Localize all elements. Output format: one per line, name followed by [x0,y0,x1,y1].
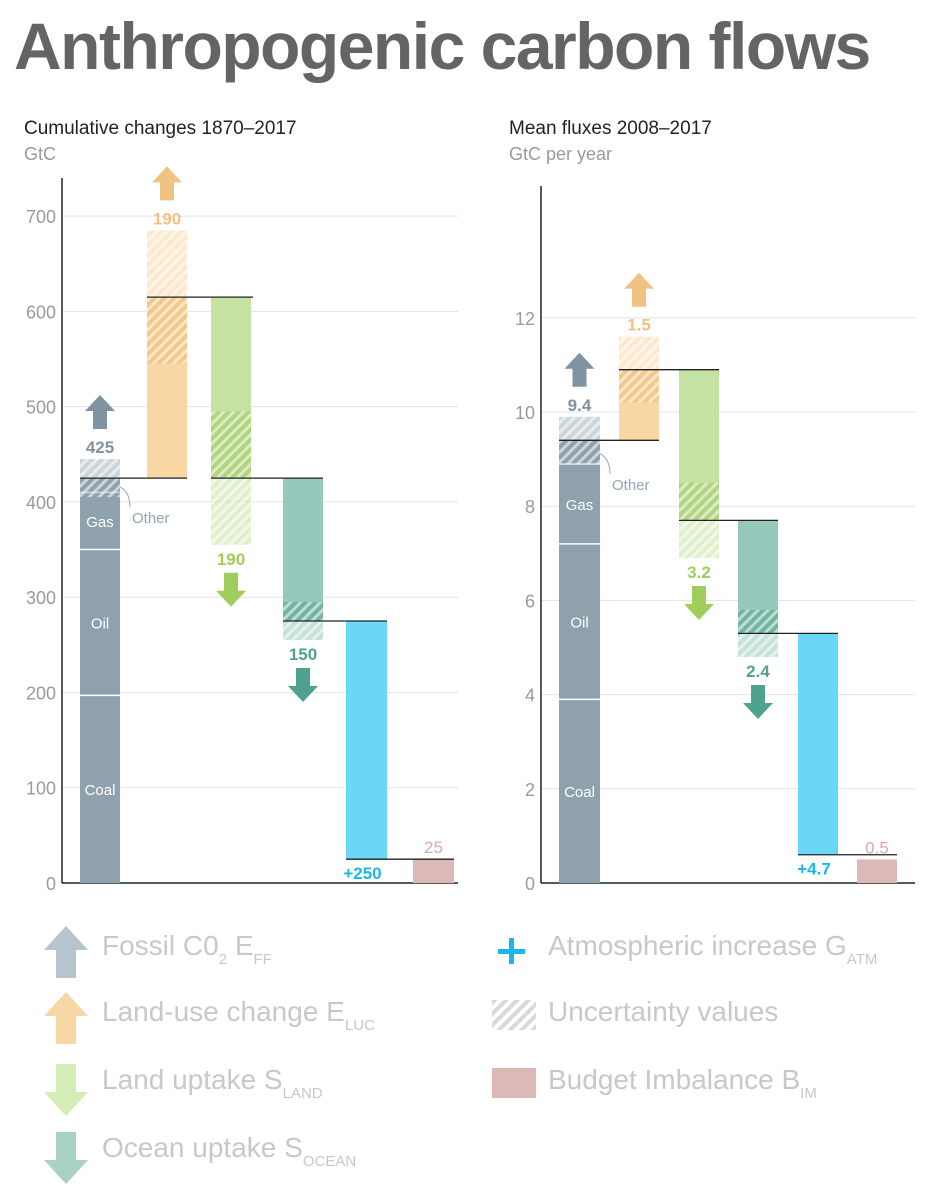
fossil-value-label: 425 [86,438,114,457]
ocean-uptake-value-label: 2.4 [746,662,770,681]
imbalance-swatch-icon [492,1068,536,1098]
legend-budget-imbalance: Budget Imbalance BIM [470,1058,940,1114]
y-tick-label: 6 [525,591,535,611]
budget-imbalance-bar [413,859,454,883]
y-tick-label: 0 [525,874,535,894]
legend-label-budget-imbalance: Budget Imbalance BIM [548,1064,817,1102]
legend-label-ocean-uptake: Ocean uptake SOCEAN [102,1132,357,1170]
atmospheric-increase-value-label: +4.7 [797,860,831,879]
y-tick-label: 100 [26,779,56,799]
y-tick-label: 8 [525,497,535,517]
legend-label-atmospheric-increase: Atmospheric increase GATM [548,930,878,968]
up-arrow-icon [44,992,88,1044]
budget-imbalance-value-label: 0.5 [865,838,889,857]
chart-title-cumulative: Cumulative changes 1870–2017 [24,118,297,139]
legend-ocean-uptake: Ocean uptake SOCEAN [0,1126,470,1184]
legend-land-uptake: Land uptake SLAND [0,1058,470,1116]
land-use-change-uncertainty-outer-hatch [619,336,659,370]
y-tick-label: 500 [26,398,56,418]
legend-fossil: Fossil C02 EFF [0,924,470,980]
y-tick-label: 700 [26,207,56,227]
legend-label-uncertainty: Uncertainty values [548,996,779,1027]
y-tick-label: 600 [26,302,56,322]
land-use-change-uncertainty-outer-hatch [147,230,187,298]
land-uptake-value-label: 190 [217,550,245,569]
land-use-change-value-label: 190 [153,209,181,228]
land-use-change-value-label: 1.5 [627,316,651,335]
fossil-up-arrow-icon [85,395,115,430]
ocean-uptake-down-arrow-icon [743,684,773,719]
axis-unit-cumulative: GtC [24,144,56,164]
y-tick-label: 200 [26,683,56,703]
legend-label-fossil: Fossil C02 EFF [102,930,272,968]
ocean-uptake-bar [283,478,323,622]
legend-label-land-uptake: Land uptake SLAND [102,1064,323,1102]
chart-title-mean: Mean fluxes 2008–2017 [509,118,712,139]
fossil-segment-label-gas: Gas [566,497,594,514]
budget-imbalance-value-label: 25 [424,838,443,857]
y-tick-label: 12 [515,309,535,329]
fossil-segment-label-gas: Gas [86,514,114,531]
legend-label-land-use-change: Land-use change ELUC [102,996,375,1034]
legend-uncertainty: Uncertainty values [470,990,940,1046]
fossil-segment-label-coal: Coal [564,784,595,801]
ocean-uptake-value-label: 150 [289,645,317,664]
land-use-change-up-arrow-icon [152,166,182,201]
land-uptake-value-label: 3.2 [687,563,711,582]
atmospheric-increase-bar [346,621,387,860]
fossil-up-arrow-icon [564,352,595,387]
land-uptake-uncertainty-outer-hatch [211,478,251,545]
legend-atmospheric-increase: Atmospheric increase GATM [470,924,940,980]
plus-icon [498,938,525,964]
ocean-uptake-down-arrow-icon [288,668,318,703]
fossil-bar [559,440,600,883]
budget-imbalance-bar [857,859,897,883]
land-uptake-uncertainty-outer-hatch [679,520,719,559]
page-title: Anthropogenic carbon flows [14,9,871,83]
atmospheric-increase-value-label: +250 [343,864,381,883]
land-uptake-down-arrow-icon [216,572,246,607]
legend-land-use-change: Land-use change ELUC [0,990,470,1046]
fossil-segment-label-other: Other [612,477,650,494]
y-tick-label: 300 [26,588,56,608]
ocean-uptake-uncertainty-outer-hatch [738,633,778,657]
charts-canvas: Cumulative changes 1870–2017GtC010020030… [24,118,915,894]
land-use-change-up-arrow-icon [624,272,654,307]
down-arrow-icon [44,1064,88,1116]
atmospheric-increase-bar [798,633,838,855]
fossil-segment-label-coal: Coal [85,782,116,799]
y-tick-label: 400 [26,493,56,513]
y-tick-label: 10 [515,403,535,423]
fossil-bar [80,478,120,883]
up-arrow-icon [44,926,88,978]
y-tick-label: 0 [46,874,56,894]
land-uptake-down-arrow-icon [684,586,714,621]
y-tick-label: 2 [525,780,535,800]
ocean-uptake-uncertainty-outer-hatch [283,621,323,641]
fossil-segment-label-other: Other [132,510,170,527]
down-arrow-icon [44,1132,88,1184]
axis-unit-mean: GtC per year [509,144,612,164]
y-tick-label: 4 [525,686,535,706]
fossil-segment-label-oil: Oil [91,615,109,632]
fossil-segment-label-oil: Oil [570,615,588,632]
hatch-swatch-icon [492,1000,536,1030]
fossil-value-label: 9.4 [568,396,592,415]
